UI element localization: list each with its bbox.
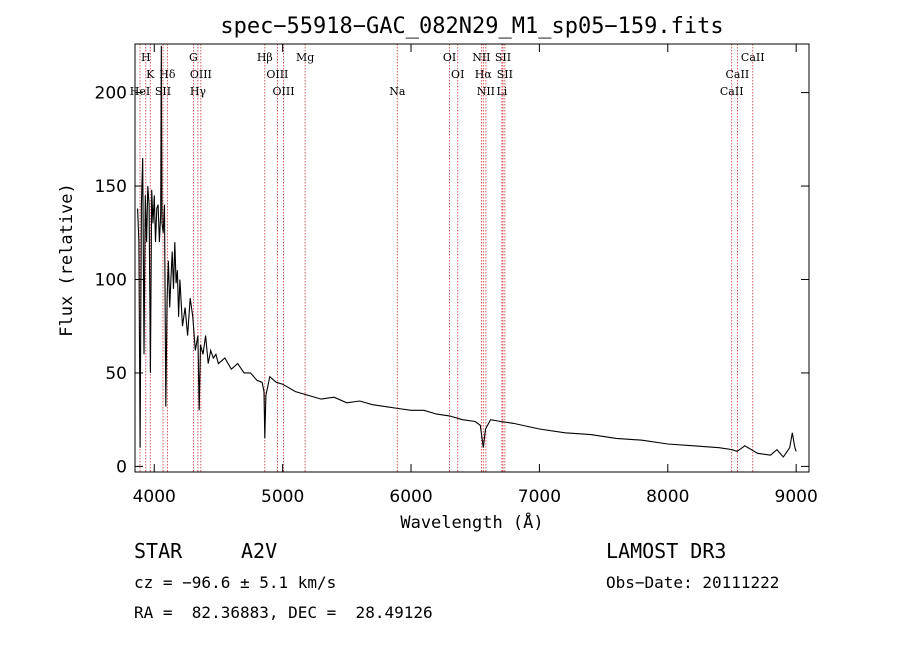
x-axis-ticks: 4000 5000 6000 7000 8000 9000 [133, 44, 818, 507]
y-axis-ticks: 0 50 100 150 200 [95, 84, 809, 477]
spectral-line-label: OI [451, 68, 464, 81]
spectral-line-label: SII [155, 85, 171, 98]
y-tick-label: 0 [116, 457, 127, 477]
spectral-line-label: Na [389, 85, 406, 98]
x-tick-label: 4000 [133, 487, 176, 507]
spectral-line-label: SII [495, 51, 511, 64]
spectral-line-label: CaII [726, 68, 750, 81]
spectral-line-label: OIII [266, 68, 288, 81]
x-tick-label: 8000 [646, 487, 689, 507]
object-class: STAR [134, 539, 183, 563]
spectral-line-label: HeI [130, 85, 150, 98]
chart-title: spec−55918−GAC_082N29_M1_sp05−159.fits [220, 14, 723, 39]
spectral-line-labels: HK HeI SII Hδ G OIII Hγ Hβ OIII OIII Mg Na OI OI NII Hα… [130, 51, 765, 98]
spectral-line-label: G [189, 51, 198, 64]
x-tick-label: 9000 [775, 487, 818, 507]
spectral-line-label: SII [497, 68, 513, 81]
y-tick-label: 150 [95, 177, 127, 197]
observation-date: Obs−Date: 20111222 [606, 573, 780, 592]
spectral-line-label: OIII [190, 68, 212, 81]
y-tick-label: 200 [95, 84, 127, 104]
spectral-line-label: K [146, 68, 155, 81]
y-tick-label: 50 [105, 364, 127, 384]
spectral-line-label: NII [477, 85, 495, 98]
spectral-line-label: H [141, 51, 151, 64]
spectral-line-label: OIII [273, 85, 295, 98]
x-tick-label: 5000 [261, 487, 304, 507]
spectral-line-markers [139, 44, 754, 472]
x-tick-label: 7000 [518, 487, 561, 507]
y-tick-label: 100 [95, 270, 127, 290]
x-axis-label: Wavelength (Å) [400, 511, 543, 533]
survey-name: LAMOST DR3 [606, 539, 727, 563]
spectral-line-label: CaII [720, 85, 744, 98]
spectral-line-label: CaII [741, 51, 765, 64]
spectral-line-label: Li [496, 85, 507, 98]
spectral-line-label: Hβ [257, 51, 273, 64]
spectral-line-label: Hα [475, 68, 493, 81]
redshift-velocity: cz = −96.6 ± 5.1 km/s [134, 573, 337, 592]
ra-dec-coordinates: RA = 82.36883, DEC = 28.49126 [134, 603, 433, 622]
spectral-line-label: Hδ [159, 68, 176, 81]
x-tick-label: 6000 [389, 487, 432, 507]
spectral-line-label: NII [472, 51, 490, 64]
spectral-line-label: Hγ [190, 85, 207, 98]
spectral-subclass: A2V [241, 539, 278, 563]
flux-series-line [137, 45, 797, 458]
spectral-line-label: Mg [296, 51, 314, 64]
y-axis-label: Flux (relative) [57, 183, 77, 337]
spectral-line-label: OI [443, 51, 456, 64]
plot-frame [134, 43, 810, 473]
